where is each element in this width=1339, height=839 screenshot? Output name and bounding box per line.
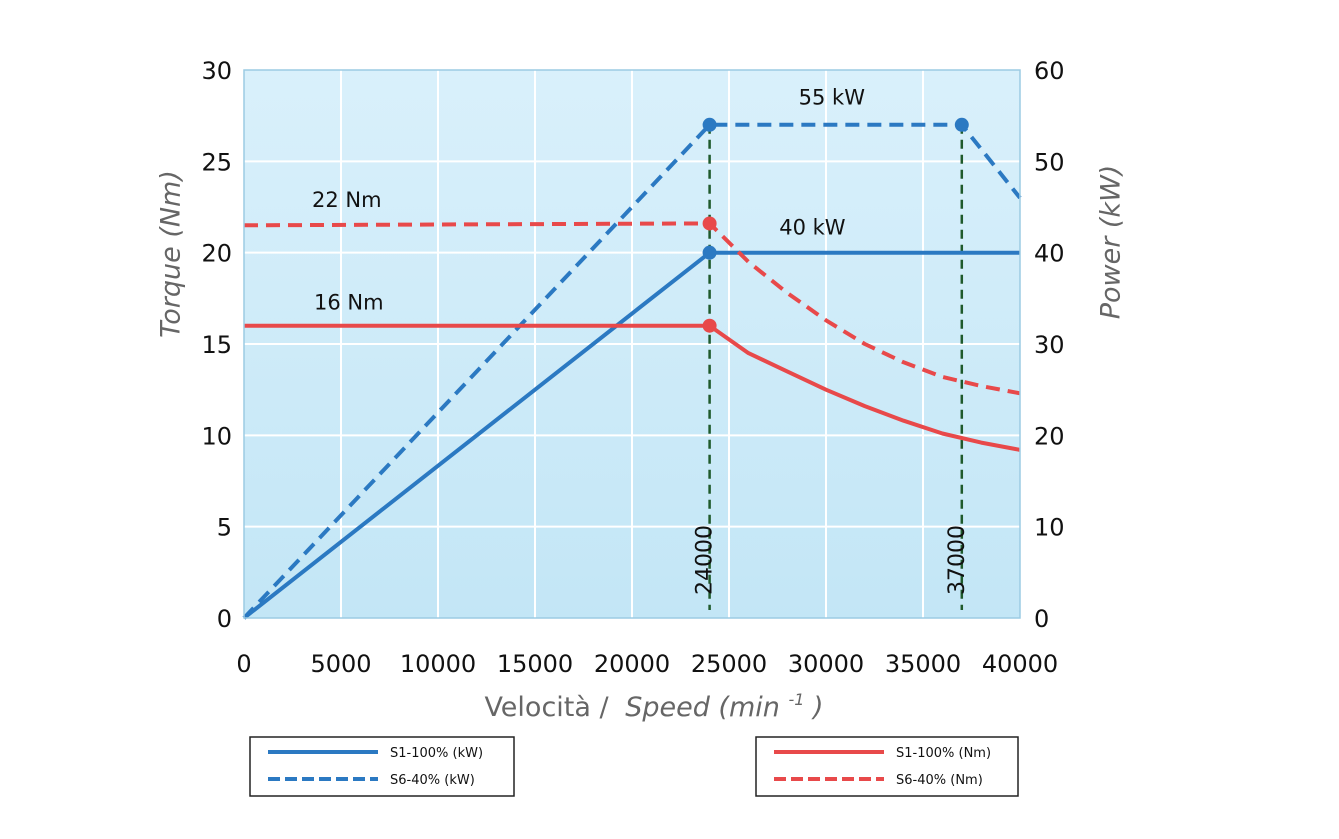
legend-label: S1-100% (Nm) xyxy=(896,746,991,761)
series-line-1 xyxy=(242,122,1022,620)
legend-label: S1-100% (kW) xyxy=(390,746,483,761)
vertical-line-labels: 24000 37000 xyxy=(693,525,970,595)
x-tick-label: 40000 xyxy=(982,650,1058,678)
annotation-label: 16 Nm xyxy=(314,290,384,314)
annotation-label: 55 kW xyxy=(799,86,866,110)
annotation-label: 40 kW xyxy=(779,215,846,239)
data-point-marker xyxy=(702,117,717,132)
y-right-tick-label: 50 xyxy=(1034,148,1065,176)
x-axis-title-superscript: -1 xyxy=(788,690,804,709)
x-tick-label: 35000 xyxy=(885,650,961,678)
legend-torque: S1-100% (Nm) S6-40% (Nm) xyxy=(755,736,1019,797)
y-left-tick-label: 15 xyxy=(201,331,232,359)
series-line-3 xyxy=(243,221,1021,396)
vertical-reference-lines xyxy=(708,124,964,610)
data-point-marker xyxy=(702,245,717,260)
markers-group xyxy=(702,117,969,333)
x-axis-title-close: ) xyxy=(811,692,824,723)
x-axis-title-plain: Velocità / xyxy=(484,692,609,723)
legend-box xyxy=(755,736,1019,797)
x-tick-label: 20000 xyxy=(594,650,670,678)
annotations: 55 kW 40 kW 22 Nm 16 Nm xyxy=(312,86,865,315)
x-tick-label: 15000 xyxy=(497,650,573,678)
legend-label: S6-40% (kW) xyxy=(390,773,475,788)
plot-frame xyxy=(243,69,1021,619)
data-point-marker xyxy=(954,117,969,132)
x-tick-label: 0 xyxy=(236,650,251,678)
vertical-line-label: 24000 xyxy=(693,525,718,595)
y-right-tick-label: 60 xyxy=(1034,57,1065,85)
y-right-tick-label: 20 xyxy=(1034,422,1065,450)
y-axis-right-title: Power (kW) xyxy=(1096,165,1127,320)
series-line-2 xyxy=(244,323,1021,452)
y-right-tick-label: 0 xyxy=(1034,605,1049,633)
data-point-marker xyxy=(702,216,717,231)
y-right-tick-label: 30 xyxy=(1034,331,1065,359)
x-tick-label: 25000 xyxy=(691,650,767,678)
legend-label: S6-40% (Nm) xyxy=(896,773,983,788)
legend-power: S1-100% (kW) S6-40% (kW) xyxy=(249,736,515,797)
y-left-tick-label: 5 xyxy=(217,514,232,542)
y-left-tick-label: 30 xyxy=(201,57,232,85)
x-axis-title: Velocità / Speed (min -1 ) xyxy=(484,681,823,723)
y-left-tick-label: 20 xyxy=(201,240,232,268)
x-tick-label: 10000 xyxy=(400,650,476,678)
tick-labels: 0 5000 10000 15000 20000 25000 30000 35000 40000… xyxy=(201,57,1064,678)
legend-box xyxy=(249,736,515,797)
y-left-tick-label: 25 xyxy=(201,148,232,176)
data-point-marker xyxy=(702,318,717,333)
x-axis-title-italic: Speed (min xyxy=(625,692,780,723)
vertical-line-label: 37000 xyxy=(945,525,970,595)
y-axis-left-title: Torque (Nm) xyxy=(156,170,187,338)
annotation-label: 22 Nm xyxy=(312,188,382,212)
x-tick-label: 30000 xyxy=(788,650,864,678)
y-right-tick-label: 40 xyxy=(1034,240,1065,268)
y-left-tick-label: 0 xyxy=(217,605,232,633)
x-tick-label: 5000 xyxy=(310,650,371,678)
grid xyxy=(244,70,1020,618)
y-right-tick-label: 10 xyxy=(1034,514,1065,542)
y-left-tick-label: 10 xyxy=(201,422,232,450)
